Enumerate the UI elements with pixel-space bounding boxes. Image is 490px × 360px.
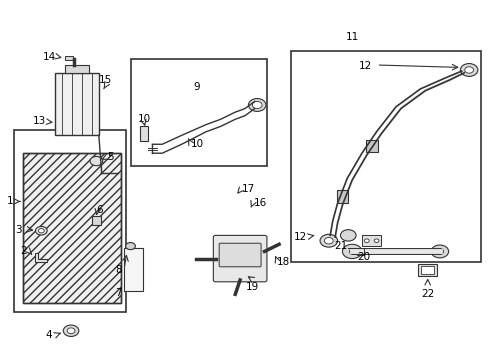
Polygon shape	[421, 266, 434, 274]
Text: 12: 12	[294, 232, 307, 242]
Circle shape	[320, 234, 338, 247]
Circle shape	[248, 99, 266, 111]
Circle shape	[67, 328, 75, 334]
Bar	[366, 140, 377, 153]
Text: 11: 11	[345, 32, 359, 42]
Bar	[130, 59, 267, 166]
Bar	[14, 130, 125, 312]
Text: 2: 2	[20, 247, 27, 256]
Circle shape	[365, 239, 369, 243]
Circle shape	[431, 245, 449, 258]
Bar	[362, 235, 381, 246]
Circle shape	[460, 64, 478, 76]
FancyBboxPatch shape	[213, 235, 267, 282]
FancyBboxPatch shape	[219, 243, 261, 267]
Text: 18: 18	[277, 257, 290, 267]
Text: 10: 10	[138, 114, 151, 124]
Bar	[291, 51, 481, 262]
Bar	[140, 126, 147, 141]
Text: 9: 9	[193, 82, 199, 93]
Bar	[24, 153, 121, 303]
Polygon shape	[418, 264, 438, 276]
Circle shape	[465, 67, 473, 73]
Circle shape	[35, 226, 47, 235]
Bar	[337, 190, 348, 203]
Text: 19: 19	[245, 282, 259, 292]
Text: 16: 16	[254, 198, 267, 208]
Circle shape	[90, 157, 103, 166]
Circle shape	[324, 238, 333, 244]
Text: 20: 20	[357, 252, 370, 262]
Text: 4: 4	[46, 330, 52, 341]
Text: 17: 17	[242, 184, 255, 194]
Circle shape	[252, 102, 262, 109]
Text: 15: 15	[98, 75, 112, 85]
Polygon shape	[34, 253, 47, 262]
Circle shape	[38, 229, 44, 233]
Text: 13: 13	[33, 116, 46, 126]
Bar	[65, 65, 89, 73]
Circle shape	[125, 243, 135, 249]
Text: 3: 3	[15, 225, 22, 235]
Text: 22: 22	[421, 289, 434, 299]
Text: 7: 7	[116, 288, 122, 297]
Circle shape	[341, 230, 356, 241]
Text: 21: 21	[334, 241, 347, 251]
Circle shape	[343, 244, 362, 258]
Bar	[24, 153, 121, 303]
Text: 14: 14	[43, 52, 56, 62]
Text: 12: 12	[358, 61, 372, 71]
Circle shape	[63, 325, 79, 337]
Bar	[65, 56, 74, 60]
Text: 6: 6	[97, 205, 103, 215]
Text: 5: 5	[108, 152, 114, 162]
Bar	[92, 216, 101, 225]
Text: 10: 10	[191, 139, 203, 149]
Circle shape	[374, 239, 379, 243]
Text: 1: 1	[7, 197, 14, 206]
Bar	[55, 73, 99, 135]
Bar	[124, 248, 143, 291]
Text: 8: 8	[116, 265, 122, 275]
